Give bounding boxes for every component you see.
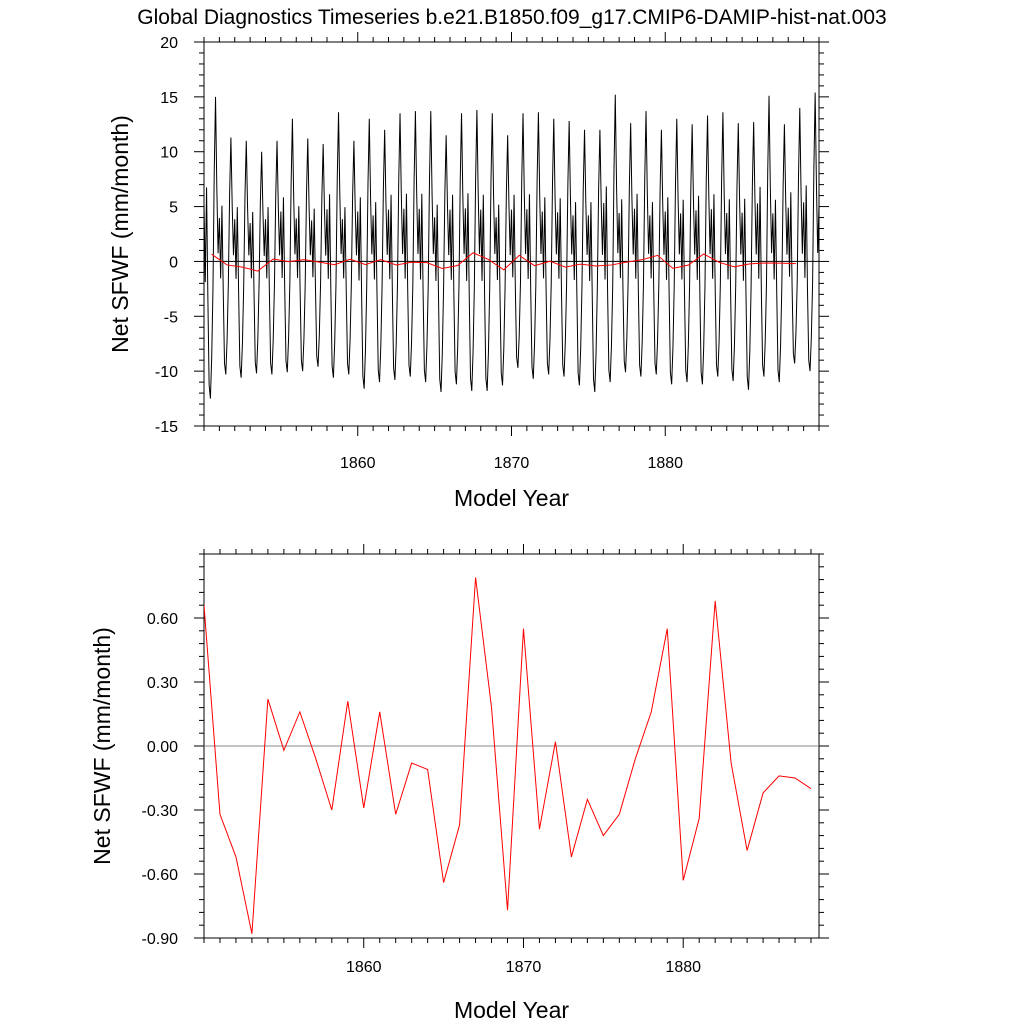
y-tick-label: -0.60 xyxy=(142,867,179,884)
y-tick-label: 5 xyxy=(169,200,178,217)
x-axis-label: Model Year xyxy=(454,997,569,1023)
series-line-1 xyxy=(204,577,812,934)
figure-title: Global Diagnostics Timeseries b.e21.B185… xyxy=(137,6,886,29)
y-tick-label: 0 xyxy=(169,254,178,271)
y-tick-label: -5 xyxy=(164,309,178,326)
y-tick-label: 15 xyxy=(160,90,178,107)
x-tick-label: 1880 xyxy=(647,455,683,472)
series-line-1 xyxy=(204,92,819,399)
y-tick-label: -0.30 xyxy=(142,803,179,820)
y-tick-label: -15 xyxy=(155,419,178,436)
x-tick-label: 1860 xyxy=(340,455,376,472)
x-axis-label: Model Year xyxy=(454,485,569,511)
x-tick-label: 1870 xyxy=(506,959,542,976)
y-tick-label: 20 xyxy=(160,35,178,52)
y-tick-label: -10 xyxy=(155,364,178,381)
y-tick-label: 0.00 xyxy=(147,739,178,756)
y-tick-label: -0.90 xyxy=(142,931,179,948)
x-tick-label: 1870 xyxy=(494,455,530,472)
x-tick-label: 1860 xyxy=(346,959,382,976)
y-tick-label: 0.30 xyxy=(147,675,178,692)
y-axis-label: Net SFWF (mm/month) xyxy=(107,115,133,353)
y-axis-label: Net SFWF (mm/month) xyxy=(89,627,115,865)
series-line-2 xyxy=(211,252,796,272)
y-tick-label: 0.60 xyxy=(147,611,178,628)
y-tick-label: 10 xyxy=(160,145,178,162)
x-tick-label: 1880 xyxy=(665,959,701,976)
